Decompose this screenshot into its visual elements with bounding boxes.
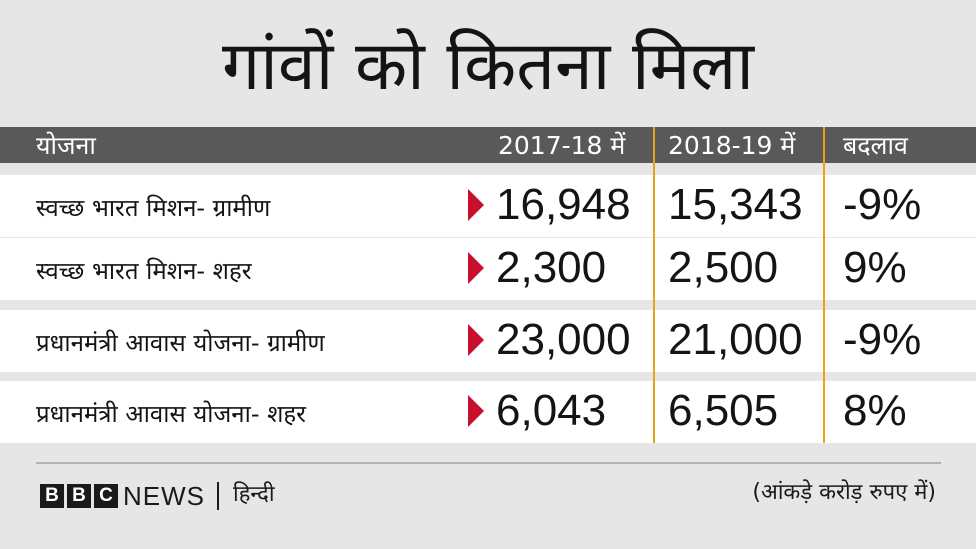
- value-2018-19: 15,343: [668, 180, 803, 229]
- scheme-name: स्वच्छ भारत मिशन- ग्रामीण: [36, 194, 271, 222]
- language-label: हिन्दी: [233, 482, 275, 507]
- header-year1: 2017-18 में: [498, 131, 626, 160]
- change-value: -9%: [843, 315, 922, 364]
- column-divider: [653, 127, 655, 443]
- column-divider: [823, 127, 825, 443]
- header-year2: 2018-19 में: [668, 131, 796, 160]
- header-scheme: योजना: [36, 131, 96, 160]
- logo-separator: [217, 482, 219, 510]
- value-2018-19: 21,000: [668, 315, 803, 364]
- table-row: स्वच्छ भारत मिशन- ग्रामीण 16,948 15,343 …: [0, 175, 976, 237]
- news-wordmark: NEWS: [123, 481, 205, 511]
- bbc-logo: B B C: [40, 484, 118, 508]
- table-header: योजना 2017-18 में 2018-19 में बदलाव: [0, 127, 976, 163]
- table-row: प्रधानमंत्री आवास योजना- ग्रामीण 23,000 …: [0, 310, 976, 372]
- units-note: (आंकड़े करोड़ रुपए में): [752, 480, 936, 505]
- triangle-arrow-icon: [468, 324, 484, 356]
- header-change: बदलाव: [843, 131, 908, 160]
- scheme-name: प्रधानमंत्री आवास योजना- शहर: [36, 400, 306, 428]
- value-2018-19: 6,505: [668, 386, 779, 435]
- change-value: -9%: [843, 180, 922, 229]
- change-value: 8%: [843, 386, 907, 435]
- page-title: गांवों को कितना मिला: [222, 27, 754, 106]
- triangle-arrow-icon: [468, 189, 484, 221]
- value-2017-18: 6,043: [496, 386, 607, 435]
- triangle-arrow-icon: [468, 395, 484, 427]
- table-row: स्वच्छ भारत मिशन- शहर 2,300 2,500 9%: [0, 238, 976, 300]
- footer-divider: [36, 462, 941, 464]
- table-row: प्रधानमंत्री आवास योजना- शहर 6,043 6,505…: [0, 381, 976, 443]
- value-2017-18: 2,300: [496, 243, 607, 292]
- value-2018-19: 2,500: [668, 243, 779, 292]
- value-2017-18: 23,000: [496, 315, 631, 364]
- scheme-name: प्रधानमंत्री आवास योजना- ग्रामीण: [36, 329, 325, 357]
- scheme-name: स्वच्छ भारत मिशन- शहर: [36, 257, 252, 285]
- value-2017-18: 16,948: [496, 180, 631, 229]
- change-value: 9%: [843, 243, 907, 292]
- triangle-arrow-icon: [468, 252, 484, 284]
